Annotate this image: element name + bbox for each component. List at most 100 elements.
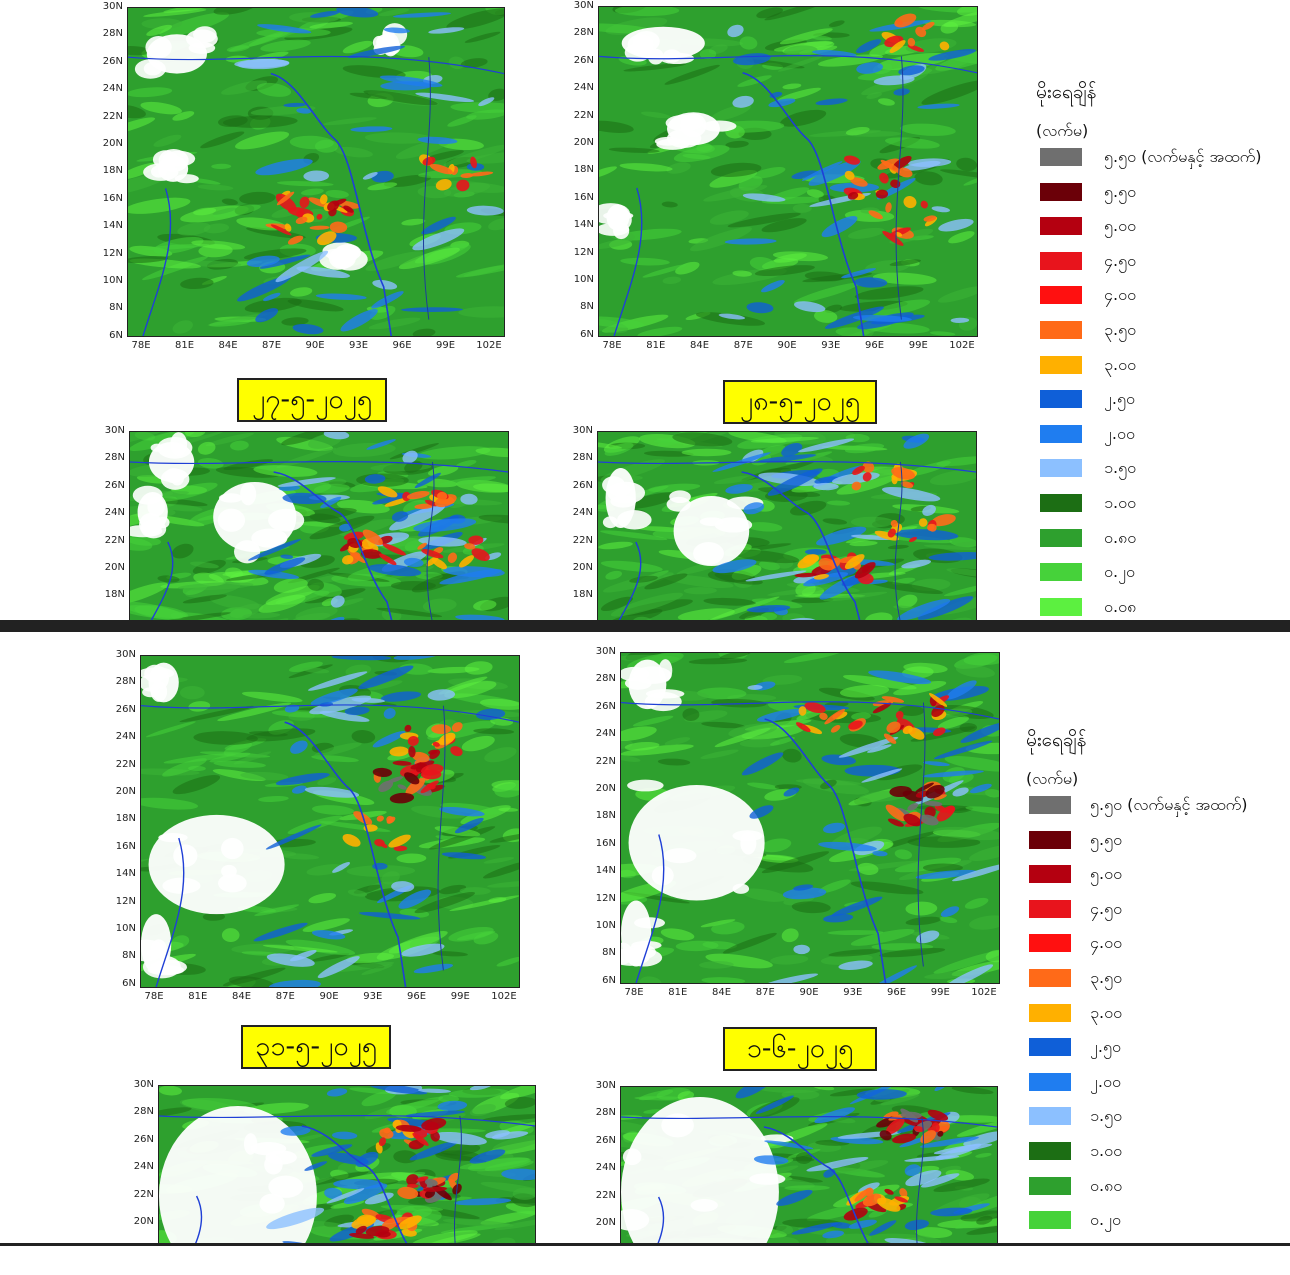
latitude-tick-label: 22N — [573, 109, 594, 121]
forecast-date-label: ၂၈-၅-၂၀၂၅ — [723, 380, 877, 424]
latitude-tick-label: 20N — [573, 137, 594, 148]
longitude-tick-label: 102E — [971, 987, 997, 998]
latitude-tick-label: 30N — [595, 1080, 616, 1091]
rainfall-map — [598, 6, 978, 337]
legend-label: ၁.၀၀ — [1104, 493, 1137, 512]
legend-swatch — [1029, 934, 1071, 953]
rainfall-field — [621, 1087, 997, 1243]
legend-label: ၃.၀၀ — [1090, 1002, 1123, 1022]
longitude-tick-label: 78E — [624, 987, 644, 998]
latitude-tick-label: 24N — [573, 82, 594, 94]
latitude-tick-label: 14N — [595, 865, 616, 877]
latitude-tick-label: 18N — [104, 589, 125, 601]
longitude-tick-label: 84E — [689, 340, 710, 351]
rainfall-field — [128, 8, 504, 336]
latitude-tick-label: 20N — [102, 138, 123, 149]
legend-label: ၂.၅၀ — [1090, 1037, 1121, 1057]
latitude-tick-label: 22N — [115, 758, 136, 770]
longitude-tick-label: 93E — [348, 340, 369, 351]
latitude-tick-label: 18N — [572, 589, 593, 601]
latitude-tick-label: 28N — [115, 676, 136, 688]
legend-label: ၂.၀၀ — [1104, 423, 1135, 443]
latitude-tick-label: 28N — [595, 1107, 616, 1119]
legend-label: ၃.၅၀ — [1104, 320, 1137, 339]
rainfall-field — [159, 1086, 535, 1243]
longitude-tick-label: 87E — [275, 991, 295, 1002]
rainfall-field — [130, 432, 508, 620]
legend-label: ၄.၀၀ — [1104, 285, 1137, 305]
longitude-tick-label: 102E — [476, 340, 502, 351]
latitude-tick-label: 18N — [573, 164, 594, 176]
latitude-tick-label: 24N — [104, 507, 125, 519]
latitude-tick-label: 14N — [573, 219, 594, 231]
latitude-tick-label: 20N — [572, 562, 593, 573]
latitude-tick-label: 10N — [115, 923, 136, 934]
latitude-tick-label: 30N — [572, 425, 593, 436]
legend-label: ၄.၀၀ — [1090, 933, 1123, 953]
longitude-tick-label: 99E — [908, 340, 928, 351]
latitude-tick-label: 30N — [104, 425, 125, 436]
latitude-tick-label: 16N — [115, 840, 136, 852]
latitude-tick-label: 10N — [102, 275, 123, 286]
legend-swatch — [1040, 321, 1082, 339]
longitude-tick-label: 96E — [392, 340, 412, 351]
legend-swatch — [1029, 1003, 1071, 1022]
rainfall-map — [129, 431, 509, 620]
legend-swatch — [1029, 1176, 1071, 1195]
latitude-tick-label: 26N — [102, 55, 123, 67]
latitude-tick-label: 14N — [102, 220, 123, 232]
rainfall-map — [127, 7, 505, 337]
latitude-tick-label: 20N — [104, 562, 125, 573]
latitude-tick-label: 26N — [595, 1134, 616, 1146]
latitude-tick-label: 10N — [595, 920, 616, 931]
legend-title: မိုးရေချိန် — [1026, 729, 1087, 751]
latitude-tick-label: 12N — [115, 895, 136, 907]
latitude-tick-label: 18N — [115, 813, 136, 825]
latitude-tick-label: 18N — [595, 810, 616, 822]
panel-divider — [0, 620, 1290, 632]
latitude-tick-label: 16N — [102, 192, 123, 204]
rainfall-field — [141, 656, 519, 987]
latitude-tick-label: 28N — [104, 452, 125, 464]
legend-swatch — [1040, 424, 1082, 443]
latitude-tick-label: 24N — [572, 507, 593, 519]
rainfall-map — [597, 431, 977, 620]
legend-unit: (လက်မ) — [1026, 769, 1079, 788]
longitude-tick-label: 96E — [406, 991, 427, 1002]
legend-swatch — [1029, 1211, 1071, 1230]
legend-label: ၀.၈၀ — [1090, 1175, 1123, 1195]
legend-unit: (လက်မ) — [1036, 121, 1089, 140]
latitude-tick-label: 6N — [602, 974, 616, 986]
latitude-tick-label: 24N — [115, 731, 136, 743]
legend-swatch — [1029, 1072, 1071, 1091]
latitude-tick-label: 24N — [102, 83, 123, 95]
legend-label: ၁.၅၀ — [1090, 1106, 1123, 1126]
latitude-tick-label: 20N — [133, 1216, 154, 1227]
longitude-tick-label: 87E — [755, 987, 775, 998]
legend-label: ၄.၅၀ — [1104, 250, 1137, 270]
latitude-tick-label: 24N — [595, 728, 616, 740]
longitude-tick-label: 99E — [930, 987, 950, 998]
legend-label: ၀.၂၀ — [1090, 1210, 1121, 1230]
legend-swatch — [1040, 148, 1082, 166]
legend-swatch — [1029, 1107, 1071, 1126]
latitude-tick-label: 12N — [102, 247, 123, 259]
longitude-tick-label: 81E — [174, 340, 195, 351]
longitude-tick-label: 93E — [843, 987, 863, 998]
longitude-tick-label: 93E — [821, 340, 841, 351]
forecast-panel-bottom: ၃၁-၅-၂၀၂၅ ၁-၆-၂၀၂၅ မိုးရေချိန် (လက်မ) ၅.… — [0, 632, 1290, 1243]
legend-swatch — [1040, 251, 1082, 270]
rainfall-field — [599, 7, 977, 336]
legend-swatch — [1040, 494, 1082, 512]
bottom-edge-line — [0, 1243, 1290, 1246]
latitude-tick-label: 28N — [102, 28, 123, 40]
legend-label: ၀.၂၀ — [1104, 562, 1135, 582]
latitude-tick-label: 26N — [572, 479, 593, 491]
latitude-tick-label: 30N — [573, 0, 594, 11]
forecast-date-label: ၂၇-၅-၂၀၂၅ — [237, 378, 387, 422]
legend-swatch — [1040, 182, 1082, 201]
latitude-tick-label: 22N — [133, 1188, 154, 1200]
longitude-tick-label: 81E — [646, 340, 666, 351]
latitude-tick-label: 20N — [595, 783, 616, 794]
longitude-tick-label: 90E — [799, 987, 819, 998]
